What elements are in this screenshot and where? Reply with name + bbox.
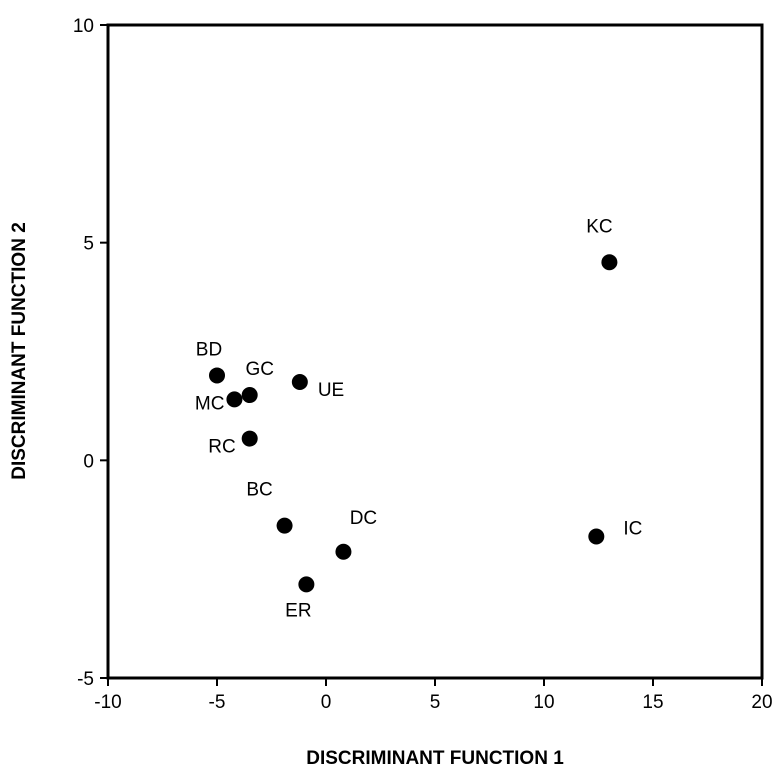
x-tick-label: 10 xyxy=(533,692,554,713)
x-tick-label: -10 xyxy=(94,692,121,713)
data-point xyxy=(276,517,293,534)
data-point xyxy=(335,543,352,560)
data-point xyxy=(588,528,605,545)
x-tick-label: 20 xyxy=(751,692,772,713)
y-axis-title: DISCRIMINANT FUNCTION 2 xyxy=(9,222,30,480)
y-tick-label: 0 xyxy=(83,451,94,472)
data-point xyxy=(241,387,258,404)
point-label: BC xyxy=(246,480,272,501)
point-label: UE xyxy=(318,380,344,401)
point-label: ER xyxy=(285,600,311,621)
x-tick-label: -5 xyxy=(209,692,226,713)
point-label: IC xyxy=(623,519,642,540)
x-axis: -10 -5 0 5 10 15 20 xyxy=(94,678,773,713)
point-label: KC xyxy=(586,216,612,237)
data-point xyxy=(291,373,308,390)
data-point xyxy=(226,391,243,408)
y-axis: -5 0 5 10 xyxy=(73,16,108,690)
point-label: GC xyxy=(245,359,274,380)
point-label: RC xyxy=(208,437,235,458)
x-tick-label: 15 xyxy=(642,692,663,713)
point-label: BD xyxy=(196,339,222,360)
x-tick-label: 0 xyxy=(321,692,332,713)
data-point xyxy=(209,367,225,384)
data-point xyxy=(601,254,618,271)
data-point xyxy=(241,430,258,447)
y-tick-label: 10 xyxy=(73,16,94,37)
x-tick-label: 5 xyxy=(430,692,441,713)
data-points: KC BD GC MC UE RC BC DC ER IC xyxy=(195,216,642,621)
data-point xyxy=(298,576,315,593)
y-tick-label: -5 xyxy=(77,669,94,690)
point-label: DC xyxy=(350,508,377,529)
point-label: MC xyxy=(195,393,225,414)
x-axis-title: DISCRIMINANT FUNCTION 1 xyxy=(306,748,564,769)
y-tick-label: 5 xyxy=(83,234,94,255)
